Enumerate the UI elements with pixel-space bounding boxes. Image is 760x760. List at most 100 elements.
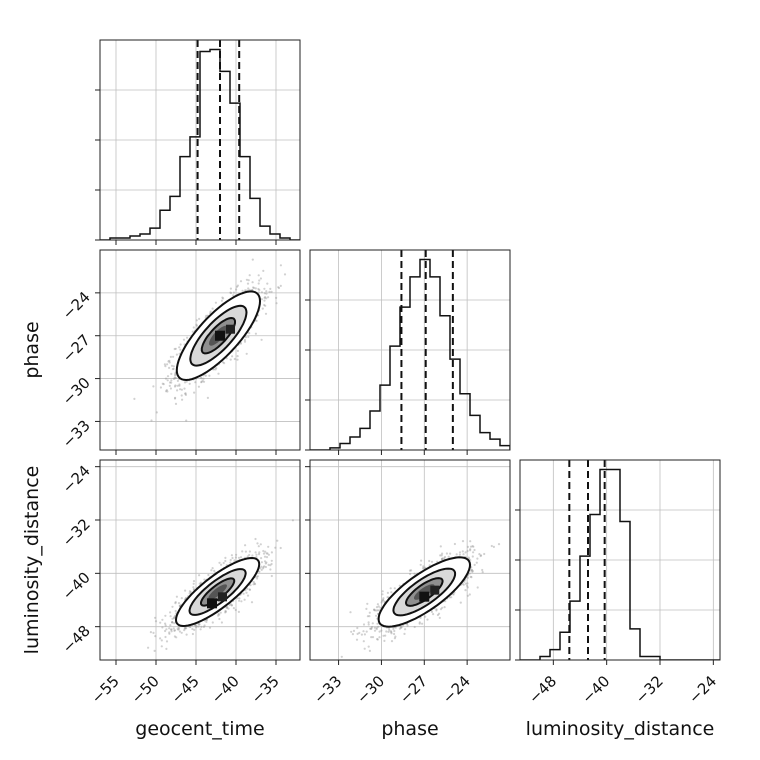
scatter-point xyxy=(481,571,484,574)
scatter-point xyxy=(208,374,211,377)
scatter-point xyxy=(461,550,464,553)
scatter-point xyxy=(243,338,246,342)
scatter-point xyxy=(375,626,378,630)
scatter-point xyxy=(221,361,225,364)
panel-frame xyxy=(99,459,301,661)
scatter-point xyxy=(172,627,175,630)
scatter-point xyxy=(445,552,448,555)
scatter-point xyxy=(248,332,251,335)
scatter-point xyxy=(246,594,250,597)
density-peak xyxy=(207,598,217,609)
scatter-point xyxy=(257,291,260,294)
scatter-point xyxy=(223,362,226,365)
scatter-point xyxy=(232,294,235,297)
scatter-point xyxy=(250,601,254,604)
scatter-point xyxy=(207,573,210,577)
scatter-point xyxy=(376,609,379,612)
scatter-point xyxy=(265,552,268,555)
scatter-point xyxy=(230,604,233,607)
scatter-point xyxy=(174,373,177,376)
scatter-point xyxy=(264,550,267,553)
scatter-point xyxy=(173,635,176,638)
scatter-point xyxy=(171,621,174,624)
scatter-point xyxy=(249,584,252,587)
scatter-point xyxy=(260,568,263,572)
scatter-point xyxy=(419,563,422,566)
scatter-point xyxy=(393,629,396,633)
joint-panel-geocent_time-luminosity_distance xyxy=(100,460,300,660)
scatter-point xyxy=(160,639,163,642)
scatter-point xyxy=(248,288,251,291)
scatter-point xyxy=(173,616,176,619)
scatter-point xyxy=(413,572,416,575)
scatter-point xyxy=(471,555,474,558)
scatter-point xyxy=(409,572,412,576)
hist-panel-luminosity_distance xyxy=(520,460,720,660)
scatter-point xyxy=(453,542,456,546)
scatter-point xyxy=(154,620,158,623)
scatter-point xyxy=(259,567,262,570)
scatter-point xyxy=(194,381,197,384)
scatter-point xyxy=(185,419,188,422)
scatter-point xyxy=(471,570,474,574)
scatter-point xyxy=(373,609,377,612)
scatter-point xyxy=(205,314,208,317)
scatter-point xyxy=(165,389,168,392)
scatter-point xyxy=(369,627,372,630)
scatter-point xyxy=(220,621,223,624)
scatter-point xyxy=(189,625,192,628)
scatter-point xyxy=(258,551,261,554)
scatter-point xyxy=(198,574,201,577)
scatter-point xyxy=(471,569,474,573)
scatter-point xyxy=(437,612,441,615)
scatter-point xyxy=(260,298,263,301)
scatter-point xyxy=(270,559,273,562)
scatter-point xyxy=(385,630,388,633)
density-peak xyxy=(215,330,225,341)
scatter-point xyxy=(340,655,343,658)
scatter-point xyxy=(168,361,171,364)
scatter-point xyxy=(171,621,174,624)
scatter-point xyxy=(184,393,187,396)
scatter-point xyxy=(258,288,261,292)
scatter-point xyxy=(198,623,201,626)
scatter-point xyxy=(390,632,393,635)
scatter-point xyxy=(217,372,220,375)
scatter-point xyxy=(393,637,396,640)
scatter-point xyxy=(270,551,273,554)
scatter-point xyxy=(443,555,447,559)
scatter-point xyxy=(247,335,250,338)
scatter-point xyxy=(392,627,395,631)
scatter-point xyxy=(462,553,465,556)
scatter-point xyxy=(222,297,225,300)
scatter-point xyxy=(430,610,434,614)
scatter-point xyxy=(236,349,239,352)
scatter-point xyxy=(368,649,371,653)
scatter-point xyxy=(438,616,441,620)
scatter-point xyxy=(390,630,393,633)
scatter-point xyxy=(201,379,204,382)
scatter-point xyxy=(177,626,180,629)
scatter-point xyxy=(179,388,182,391)
scatter-point xyxy=(458,551,462,554)
scatter-point xyxy=(220,299,223,302)
scatter-point xyxy=(254,551,257,554)
scatter-point xyxy=(183,387,186,390)
scatter-point xyxy=(252,580,255,584)
scatter-point xyxy=(192,582,195,585)
scatter-point xyxy=(476,557,479,560)
scatter-point xyxy=(365,630,368,633)
scatter-point xyxy=(244,336,248,339)
scatter-point xyxy=(393,632,396,636)
scatter-point xyxy=(410,569,413,572)
contour-outer xyxy=(174,556,261,628)
scatter-point xyxy=(377,625,380,628)
scatter-point xyxy=(174,384,177,387)
scatter-point xyxy=(171,605,174,608)
scatter-point xyxy=(469,548,472,551)
scatter-point xyxy=(381,590,384,593)
scatter-point xyxy=(248,588,252,591)
scatter-point xyxy=(373,608,376,612)
scatter-point xyxy=(174,601,177,604)
scatter-point xyxy=(208,626,212,629)
